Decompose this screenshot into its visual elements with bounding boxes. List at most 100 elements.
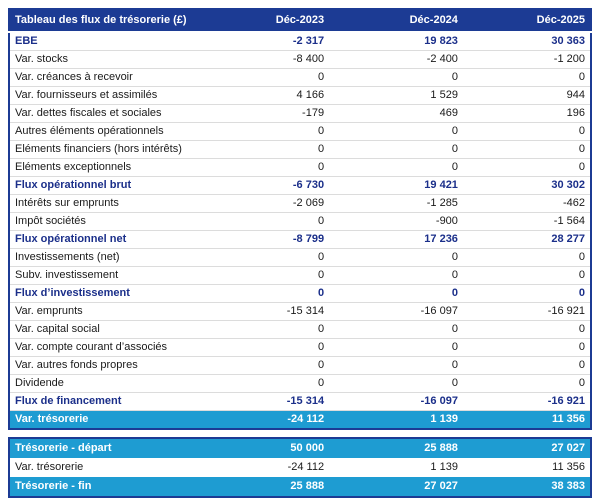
table-row: Flux de financement -15 314 -16 097 -16 … [9,392,591,411]
table-row: Trésorerie - fin 25 888 27 027 38 383 [9,477,591,497]
row-label: Var. emprunts [9,302,213,321]
table-row: Eléments financiers (hors intérêts) 0 0 … [9,140,591,159]
table-row: Var. trésorerie -24 112 1 139 11 356 [9,458,591,477]
row-value: -900 [329,212,463,231]
table-row: Var. compte courant d’associés 0 0 0 [9,338,591,357]
row-value: 11 356 [552,461,585,473]
row-value: 0 [212,140,330,159]
row-label: Trésorerie - départ [9,438,213,458]
row-label: Var. dettes fiscales et sociales [9,104,213,123]
table-row: Var. fournisseurs et assimilés 4 166 1 5… [9,86,591,105]
row-value: 0 [462,248,591,267]
row-label: Var. stocks [9,50,213,69]
row-value: -2 069 [212,194,330,213]
row-value: 27 027 [329,477,463,497]
row-value: 27 027 [462,438,591,458]
table-header: Tableau des flux de trésorerie (£) Déc-2… [9,9,591,33]
row-value: 0 [329,320,463,339]
row-label: Var. trésorerie [15,461,84,473]
row-label: Flux opérationnel net [9,230,213,249]
row-value: 19 421 [329,176,463,195]
row-value: 0 [329,68,463,87]
row-value: 30 363 [551,35,585,47]
row-value: -1 285 [329,194,463,213]
row-value: 0 [212,122,330,141]
table-row: Var. dettes fiscales et sociales -179 46… [9,104,591,123]
table-title: Tableau des flux de trésorerie (£) [9,9,213,33]
row-value: -16 921 [462,302,591,321]
row-value: 0 [212,212,330,231]
cashflow-table: Tableau des flux de trésorerie (£) Déc-2… [8,8,592,430]
row-value: -8 799 [212,230,330,249]
row-label: Var. capital social [9,320,213,339]
row-label: Dividende [9,374,213,393]
row-label: Investissements (net) [9,248,213,267]
row-value: 25 888 [329,438,463,458]
row-value: 50 000 [212,438,330,458]
row-label: Intérêts sur emprunts [9,194,213,213]
row-label: Eléments exceptionnels [9,158,213,177]
table-row: Var. créances à recevoir 0 0 0 [9,68,591,87]
table-row: Impôt sociétés 0 -900 -1 564 [9,212,591,231]
row-label: Trésorerie - fin [9,477,213,497]
treasury-summary-table: Trésorerie - départ 50 000 25 888 27 027… [8,437,592,498]
row-value: 0 [329,140,463,159]
row-value: 944 [462,86,591,105]
row-value: 0 [462,338,591,357]
row-value: 0 [212,68,330,87]
row-value: 4 166 [212,86,330,105]
row-label: Var. créances à recevoir [9,68,213,87]
row-label: Impôt sociétés [9,212,213,231]
row-value: 0 [212,356,330,375]
row-value: 0 [462,158,591,177]
table-row: Var. trésorerie -24 112 1 139 11 356 [9,410,591,429]
row-value: -2 400 [329,50,463,69]
table-row: Var. stocks -8 400 -2 400 -1 200 [9,50,591,69]
row-value: 28 277 [462,230,591,249]
row-label: Var. compte courant d’associés [9,338,213,357]
table-row: Subv. investissement 0 0 0 [9,266,591,285]
row-value: -8 400 [212,50,330,69]
row-value: 38 383 [462,477,591,497]
row-value: 0 [462,374,591,393]
row-value: 0 [462,122,591,141]
row-value: 1 529 [329,86,463,105]
row-label: Var. autres fonds propres [9,356,213,375]
row-label: Flux de financement [9,392,213,411]
column-header-dec-2024: Déc-2024 [329,9,463,33]
row-label: Subv. investissement [9,266,213,285]
row-value: 0 [462,320,591,339]
row-label: Eléments financiers (hors intérêts) [9,140,213,159]
row-value: 0 [212,284,330,303]
row-label: Flux d’investissement [9,284,213,303]
row-value: -16 097 [329,392,463,411]
row-value: 0 [212,374,330,393]
table-row: Flux d’investissement 0 0 0 [9,284,591,303]
row-value: -6 730 [212,176,330,195]
row-value: 17 236 [329,230,463,249]
row-value: -15 314 [212,392,330,411]
row-value: 1 139 [329,410,463,429]
table-row: Flux opérationnel brut -6 730 19 421 30 … [9,176,591,195]
table-row: Var. autres fonds propres 0 0 0 [9,356,591,375]
row-value: -16 097 [329,302,463,321]
table-row: Autres éléments opérationnels 0 0 0 [9,122,591,141]
row-value: 0 [462,68,591,87]
row-value: 30 302 [462,176,591,195]
row-value: 0 [329,338,463,357]
row-value: 469 [329,104,463,123]
table-row: Var. capital social 0 0 0 [9,320,591,339]
row-value: 11 356 [462,410,591,429]
row-value: -15 314 [212,302,330,321]
row-value: -1 200 [462,50,591,69]
row-value: -16 921 [462,392,591,411]
row-value: 0 [212,158,330,177]
table-row: EBE -2 317 19 823 30 363 [9,32,591,51]
row-value: 0 [329,248,463,267]
row-label: Autres éléments opérationnels [9,122,213,141]
row-value: 0 [329,158,463,177]
table-row: Investissements (net) 0 0 0 [9,248,591,267]
row-value: -24 112 [287,461,325,473]
row-value: -179 [212,104,330,123]
